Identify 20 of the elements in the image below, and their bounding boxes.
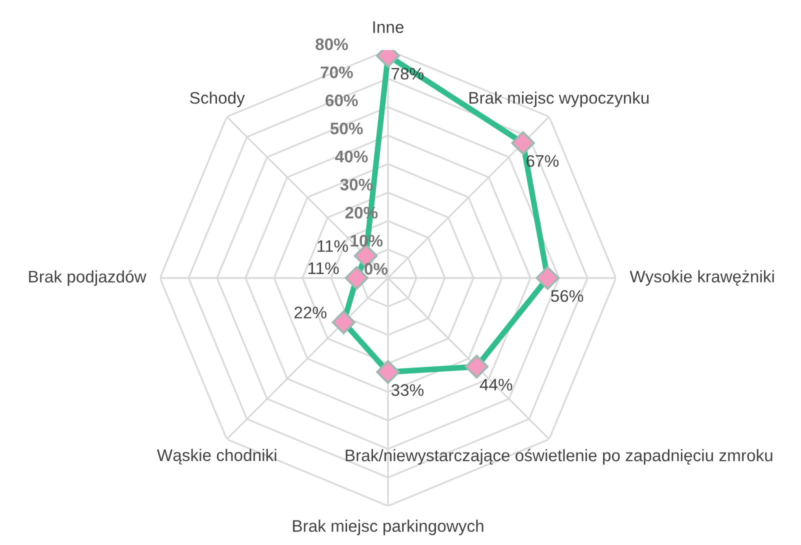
- data-label: 22%: [294, 306, 326, 318]
- data-label: 44%: [480, 378, 512, 391]
- data-label: 33%: [391, 384, 424, 396]
- spoke-label: Brak miejsc wypoczynku: [469, 92, 649, 108]
- data-label: 56%: [551, 290, 584, 302]
- spoke-label: Brak/niewystarczające oświetlenie po zapadnięciu zmroku: [346, 448, 772, 465]
- y-tick-label: 40%: [335, 150, 368, 162]
- spoke-label: Wysokie krawężniki: [630, 270, 774, 286]
- data-label: 11%: [308, 262, 339, 274]
- y-tick-label: 80%: [316, 38, 348, 50]
- spoke-label: Brak podjazdów: [29, 270, 146, 286]
- y-tick-label: 70%: [320, 66, 353, 78]
- y-tick-label: 50%: [330, 122, 363, 134]
- spoke-label: Schody: [190, 92, 245, 108]
- data-label: 11%: [318, 240, 348, 252]
- y-tick-label: 0%: [364, 262, 388, 275]
- spoke-label: Wąskie chodniki: [156, 448, 276, 464]
- y-tick-label: 60%: [326, 94, 358, 106]
- spoke-label: Brak miejsc parkingowych: [293, 520, 484, 536]
- spoke-label: Inne: [373, 21, 404, 34]
